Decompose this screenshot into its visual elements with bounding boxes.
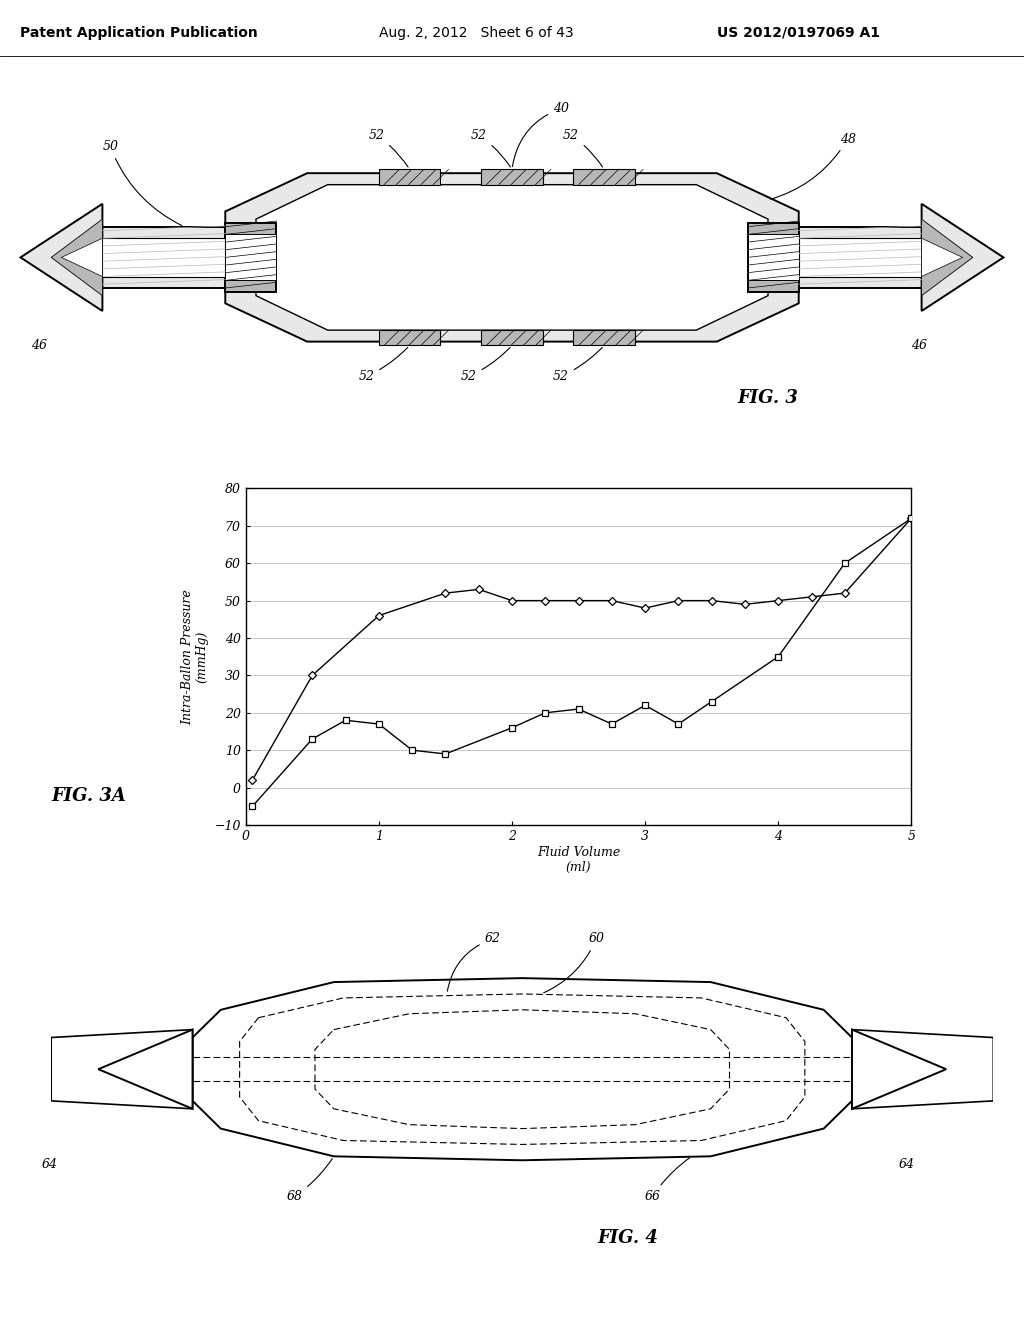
- Polygon shape: [256, 185, 768, 330]
- Polygon shape: [922, 203, 1004, 312]
- Polygon shape: [102, 227, 225, 288]
- Text: 64: 64: [899, 1158, 915, 1171]
- Text: 48: 48: [771, 132, 856, 199]
- Polygon shape: [748, 235, 799, 280]
- Polygon shape: [20, 203, 102, 312]
- Polygon shape: [102, 238, 225, 277]
- Polygon shape: [481, 330, 543, 346]
- Polygon shape: [852, 1030, 993, 1109]
- Polygon shape: [573, 330, 635, 346]
- Text: 60: 60: [544, 932, 604, 993]
- Polygon shape: [225, 173, 799, 342]
- Text: FIG. 3A: FIG. 3A: [51, 787, 126, 805]
- Text: Patent Application Publication: Patent Application Publication: [20, 25, 258, 40]
- Polygon shape: [225, 223, 276, 292]
- Polygon shape: [98, 1030, 193, 1109]
- Polygon shape: [922, 219, 973, 296]
- Polygon shape: [852, 1030, 946, 1109]
- Polygon shape: [379, 330, 440, 346]
- X-axis label: Fluid Volume
(ml): Fluid Volume (ml): [537, 846, 621, 874]
- Text: 68: 68: [287, 1159, 333, 1203]
- Polygon shape: [51, 1030, 193, 1109]
- Text: 64: 64: [42, 1158, 57, 1171]
- Polygon shape: [799, 238, 922, 277]
- Text: US 2012/0197069 A1: US 2012/0197069 A1: [717, 25, 880, 40]
- Polygon shape: [799, 227, 922, 288]
- Polygon shape: [61, 238, 102, 277]
- Polygon shape: [748, 223, 799, 292]
- Polygon shape: [379, 169, 440, 185]
- Text: FIG. 4: FIG. 4: [598, 1229, 658, 1247]
- Polygon shape: [225, 235, 276, 280]
- Polygon shape: [481, 169, 543, 185]
- Polygon shape: [573, 169, 635, 185]
- Polygon shape: [51, 219, 102, 296]
- Text: 66: 66: [645, 1158, 689, 1203]
- Text: 52: 52: [369, 129, 409, 168]
- Text: 52: 52: [563, 129, 603, 168]
- Y-axis label: Intra-Ballon Pressure
(mmHg): Intra-Ballon Pressure (mmHg): [181, 589, 209, 725]
- Text: 40: 40: [512, 102, 569, 166]
- Text: 52: 52: [471, 129, 511, 168]
- Text: 46: 46: [31, 339, 47, 352]
- Text: 50: 50: [102, 140, 182, 226]
- Text: 52: 52: [461, 347, 510, 383]
- Polygon shape: [922, 238, 963, 277]
- Text: FIG. 3: FIG. 3: [737, 389, 798, 407]
- Text: 62: 62: [447, 932, 501, 991]
- Text: Aug. 2, 2012   Sheet 6 of 43: Aug. 2, 2012 Sheet 6 of 43: [379, 25, 573, 40]
- Text: 46: 46: [911, 339, 928, 352]
- Text: 52: 52: [553, 347, 602, 383]
- Text: 52: 52: [358, 347, 408, 383]
- Polygon shape: [193, 978, 852, 1160]
